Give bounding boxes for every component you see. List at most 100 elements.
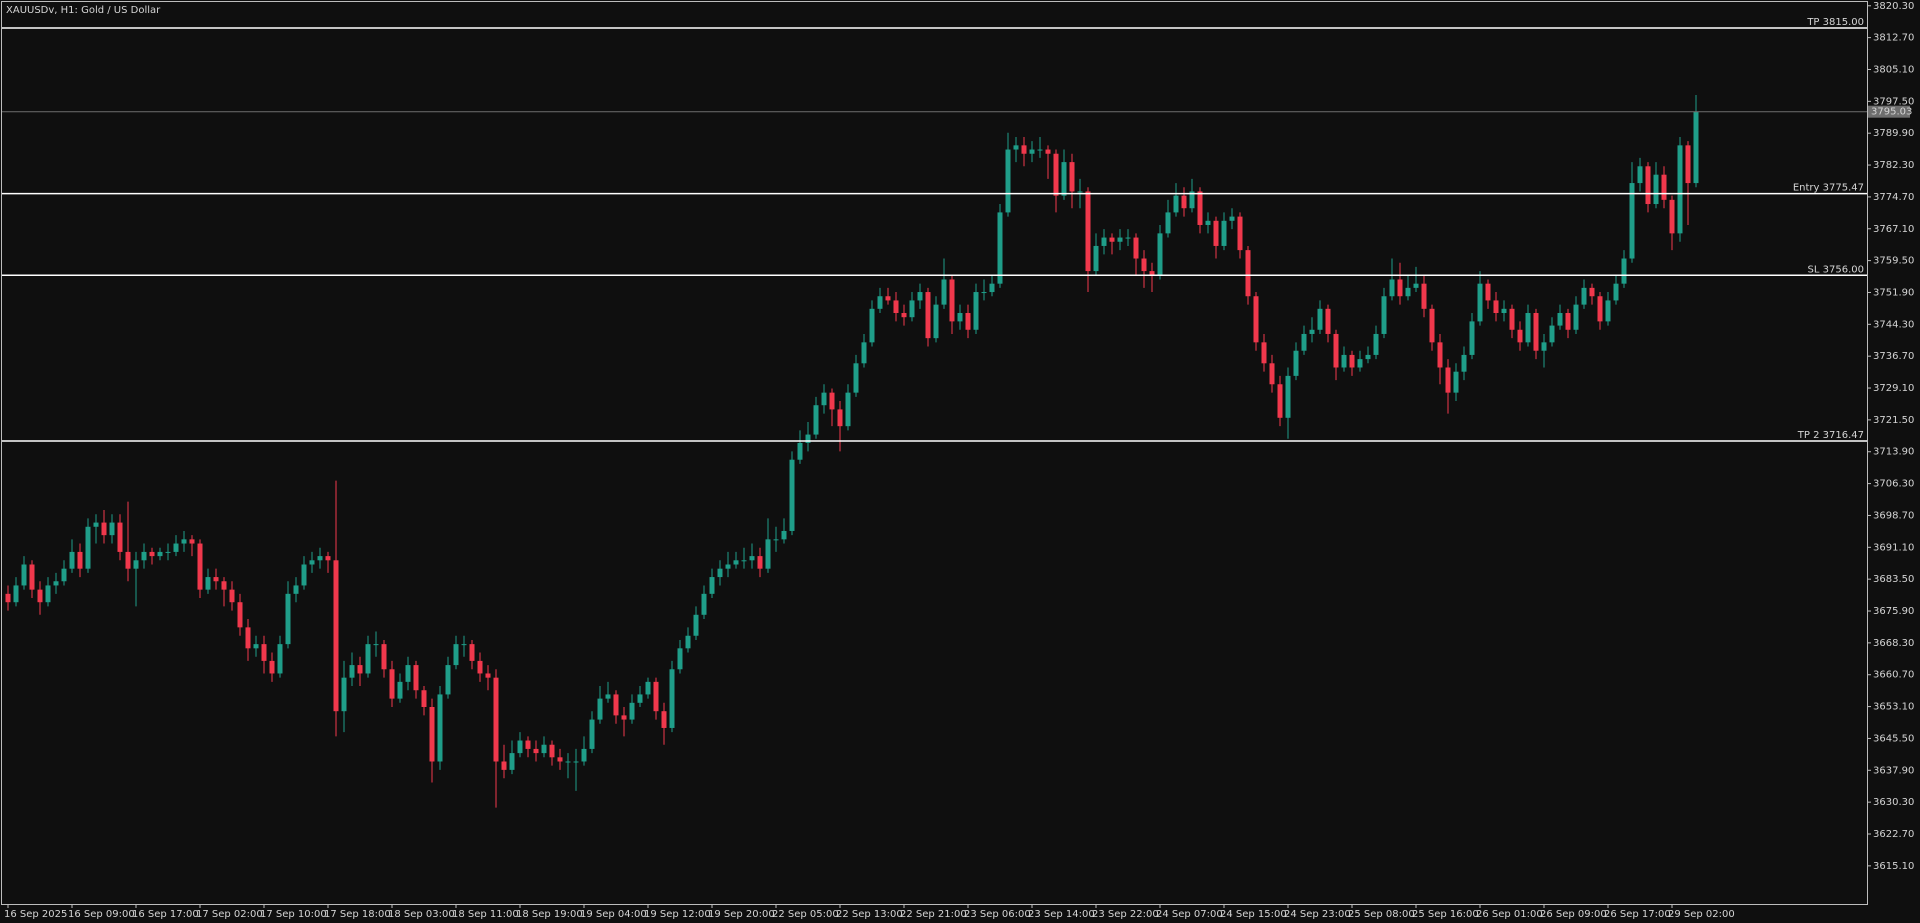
candle-body (1005, 149, 1011, 213)
candle-body (437, 694, 443, 762)
candle-body (1413, 283, 1419, 288)
candle-body (1245, 250, 1251, 297)
candle-body (61, 568, 67, 582)
candle-body (741, 560, 747, 562)
candle-body (125, 551, 131, 569)
candle-body (765, 539, 771, 569)
candle-body (141, 551, 147, 561)
candle-body (1525, 313, 1531, 343)
candle-body (1053, 153, 1059, 196)
candle-body (1421, 283, 1427, 309)
candle-body (693, 614, 699, 636)
candle-body (1445, 367, 1451, 393)
candle-body (1477, 283, 1483, 322)
candle-body (901, 313, 907, 318)
candle-body (1517, 329, 1523, 343)
candle-body (1341, 354, 1347, 368)
y-tick-label: 3698.70 (1873, 510, 1914, 521)
candle-body (1197, 191, 1203, 225)
candle-body (1173, 195, 1179, 213)
y-tick-label: 3805.10 (1873, 64, 1914, 75)
y-tick-label: 3767.10 (1873, 224, 1914, 235)
y-tick-label: 3675.90 (1873, 606, 1914, 617)
candle-body (253, 644, 259, 649)
candle-body (429, 707, 435, 762)
current-price-box (1868, 105, 1910, 118)
candle-body (1237, 216, 1243, 251)
x-tick-label: 22 Sep 13:00 (836, 909, 903, 920)
candle-body (1573, 304, 1579, 330)
candle-body (381, 644, 387, 670)
candle-body (293, 585, 299, 594)
candle-body (933, 304, 939, 339)
candle-body (517, 740, 523, 754)
candle-body (469, 644, 475, 661)
y-tick-label: 3706.30 (1873, 479, 1914, 490)
candle-body (957, 313, 963, 322)
candle-body (533, 748, 539, 754)
candle-body (29, 564, 35, 590)
candle-body (1149, 271, 1155, 276)
candle-body (1613, 283, 1619, 301)
candle-body (101, 522, 107, 536)
candle-body (997, 212, 1003, 284)
candle-body (1269, 363, 1275, 385)
candle-body (525, 740, 531, 749)
candle-body (941, 279, 947, 305)
y-tick-label: 3797.50 (1873, 96, 1914, 107)
candle-body (341, 677, 347, 712)
x-tick-label: 23 Sep 06:00 (964, 909, 1031, 920)
candle-body (1565, 313, 1571, 330)
candle-body (949, 279, 955, 322)
candle-body (621, 715, 627, 720)
y-tick-label: 3630.30 (1873, 797, 1914, 808)
candle-body (509, 753, 515, 770)
candle-body (229, 589, 235, 603)
y-tick-label: 3744.30 (1873, 319, 1914, 330)
candle-body (1397, 279, 1403, 297)
level-label: TP 3815.00 (1806, 17, 1864, 28)
candle-body (397, 681, 403, 699)
y-tick-label: 3774.70 (1873, 192, 1914, 203)
x-tick-label: 18 Sep 19:00 (516, 909, 583, 920)
candle-body (613, 694, 619, 716)
candle-body (357, 665, 363, 674)
candle-body (1077, 191, 1083, 193)
candle-body (1037, 149, 1043, 151)
candle-body (1541, 342, 1547, 351)
candle-body (573, 761, 579, 763)
y-tick-label: 3668.30 (1873, 638, 1914, 649)
candle-body (861, 342, 867, 364)
candle-body (1437, 342, 1443, 368)
candle-body (5, 593, 11, 603)
candle-body (1597, 296, 1603, 322)
candle-body (317, 556, 323, 561)
x-tick-label: 26 Sep 09:00 (1540, 909, 1607, 920)
candle-body (589, 719, 595, 749)
candle-body (1637, 166, 1643, 184)
x-tick-label: 17 Sep 10:00 (260, 909, 327, 920)
current-price-label: 3795.03 (1871, 107, 1912, 118)
candle-body (1285, 375, 1291, 418)
candle-body (813, 405, 819, 435)
y-tick-label: 3637.90 (1873, 765, 1914, 776)
candle-body (1501, 308, 1507, 314)
candle-body (1589, 287, 1595, 297)
y-tick-label: 3660.70 (1873, 670, 1914, 681)
candle-body (1165, 212, 1171, 234)
candle-body (149, 551, 155, 557)
candle-body (1557, 313, 1563, 326)
candle-body (1653, 174, 1659, 205)
y-tick-label: 3820.30 (1873, 1, 1914, 12)
candle-body (1605, 300, 1611, 322)
candle-body (269, 660, 275, 674)
x-tick-label: 16 Sep 2025 (4, 909, 67, 920)
candle-body (661, 711, 667, 728)
candle-body (837, 409, 843, 427)
candle-body (1029, 149, 1035, 154)
candle-body (413, 665, 419, 691)
x-tick-label: 24 Sep 15:00 (1220, 909, 1287, 920)
y-tick-label: 3812.70 (1873, 33, 1914, 44)
